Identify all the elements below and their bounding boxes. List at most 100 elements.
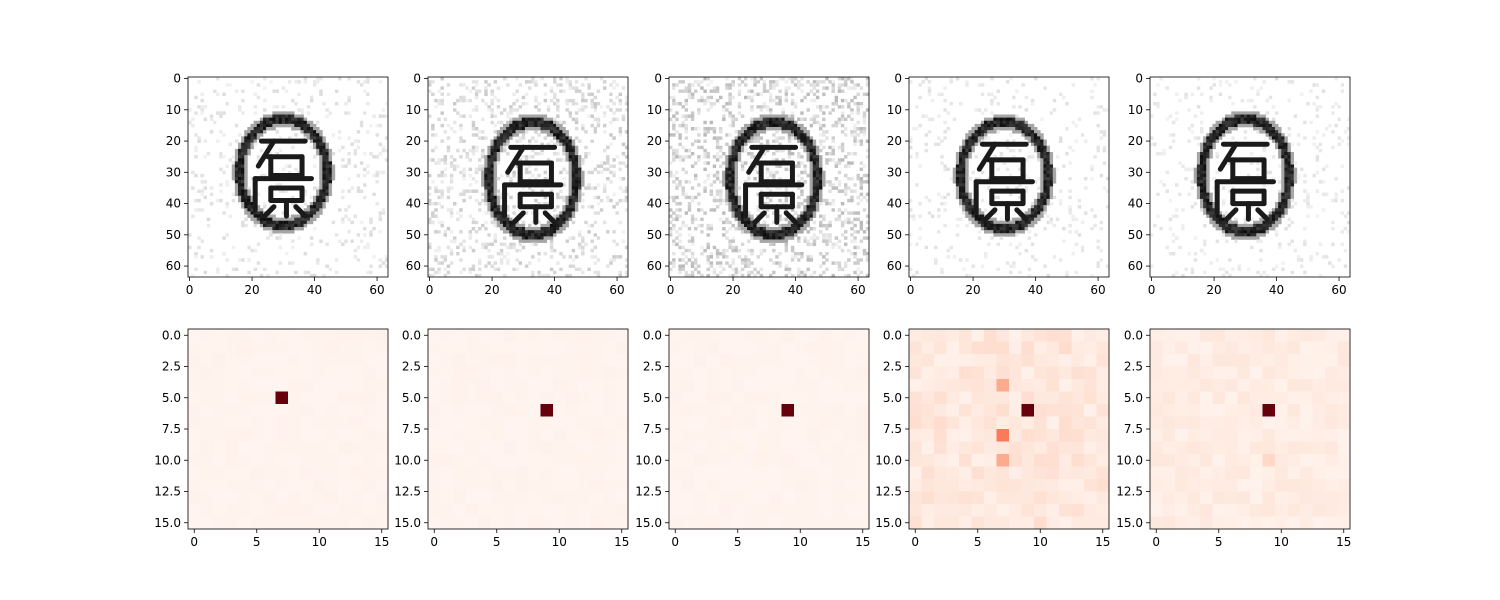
heatmap-cell — [213, 491, 226, 505]
heatmap-cell — [1275, 354, 1288, 367]
heatmap-cell — [578, 416, 591, 430]
heatmap-cell — [1009, 404, 1022, 417]
heatmap-cell — [781, 329, 795, 342]
heatmap-cell — [996, 479, 1010, 492]
heatmap-cell — [225, 416, 239, 430]
heatmap-cell — [603, 341, 616, 355]
heatmap-cell — [744, 391, 757, 405]
heatmap-cell — [844, 466, 857, 480]
heatmap-cell — [363, 516, 376, 530]
heatmap-cell — [831, 454, 845, 467]
heatmap-cell — [590, 429, 604, 442]
heatmap-cell — [1250, 441, 1263, 455]
heatmap-cell — [578, 441, 591, 455]
heatmap-cell — [1059, 504, 1072, 517]
heatmap-cell — [921, 441, 935, 455]
heatmap-cell — [1071, 429, 1085, 442]
heatmap-cell — [706, 504, 720, 517]
heatmap-cell — [1275, 329, 1288, 342]
heatmap-cell — [1187, 429, 1201, 442]
heatmap-2-y-tick-label: 15.0 — [394, 516, 421, 530]
heatmap-5-x-tick-label: 5 — [1215, 535, 1223, 549]
heatmap-cell — [1200, 479, 1213, 492]
heatmap-cell — [831, 379, 845, 392]
heatmap-cell — [188, 366, 201, 380]
heatmap-cell — [300, 379, 314, 392]
heatmap-cell — [819, 366, 832, 380]
heatmap-cell — [375, 366, 389, 380]
heatmap-cell — [1287, 366, 1301, 380]
heatmap-cell — [1312, 454, 1326, 467]
heatmap-cell — [1312, 466, 1326, 480]
heatmap-cell — [515, 379, 529, 392]
heatmap-cell — [263, 341, 276, 355]
stamp-5-frame — [1149, 76, 1351, 278]
heatmap-cell — [1046, 504, 1060, 517]
heatmap-cell — [1084, 516, 1097, 530]
heatmap-cell — [844, 341, 857, 355]
heatmap-cell — [694, 354, 707, 367]
heatmap-cell — [428, 379, 441, 392]
heatmap-cell — [934, 504, 947, 517]
heatmap-cell — [238, 341, 251, 355]
heatmap-cell — [1034, 429, 1047, 442]
heatmap-cell — [731, 329, 745, 342]
heatmap-cell — [681, 329, 695, 342]
stamp-panel-5: 0 20 40 60 0 10 20 30 40 50 60 — [1128, 72, 1351, 297]
heatmap-cell — [590, 516, 604, 530]
heatmap-cell — [275, 404, 289, 417]
heatmap-cell — [553, 479, 566, 492]
heatmap-cell — [428, 504, 441, 517]
heatmap-cell — [719, 479, 732, 492]
heatmap-5-x-tick-label: 0 — [1152, 535, 1160, 549]
heatmap-cell — [706, 454, 720, 467]
heatmap-cell — [1225, 329, 1238, 342]
stamp-3-y-tick-label: 20 — [647, 134, 662, 148]
heatmap-cell — [313, 354, 326, 367]
heatmap-cell — [1237, 341, 1251, 355]
heatmap-cell — [250, 341, 264, 355]
heatmap-5-y-tick-label: 15.0 — [1116, 516, 1143, 530]
heatmap-cell — [1300, 354, 1313, 367]
heatmap-cell — [1250, 354, 1263, 367]
heatmap-cell — [706, 379, 720, 392]
heatmap-cell — [1021, 466, 1035, 480]
heatmap-cell — [921, 341, 935, 355]
heatmap-cell — [844, 516, 857, 530]
heatmap-cell — [615, 404, 629, 417]
heatmap-cell — [1225, 404, 1238, 417]
heatmap-cell — [959, 491, 972, 505]
heatmap-cell — [503, 441, 516, 455]
heatmap-4-y-tick-label: 2.5 — [883, 360, 902, 374]
heatmap-cell — [669, 416, 682, 430]
stamp-3-y-tick-label: 30 — [647, 165, 662, 179]
heatmap-cell — [540, 441, 554, 455]
heatmap-cell — [921, 404, 935, 417]
heatmap-cell — [225, 504, 239, 517]
heatmap-cell — [238, 454, 251, 467]
heatmap-cell — [1150, 504, 1163, 517]
heatmap-cell — [1212, 391, 1226, 405]
heatmap-cell — [946, 341, 960, 355]
heatmap-cell — [719, 491, 732, 505]
heatmap-cell — [959, 391, 972, 405]
heatmap-cell — [515, 366, 529, 380]
heatmap-4-y-tick-label: 10.0 — [875, 453, 902, 467]
heatmap-cell — [1325, 504, 1338, 517]
heatmap-cell — [188, 466, 201, 480]
heatmap-cell — [996, 491, 1010, 505]
heatmap-cell — [338, 416, 351, 430]
heatmap-cell — [1325, 379, 1338, 392]
heatmap-cell — [844, 354, 857, 367]
heatmap-cell — [909, 391, 922, 405]
stamp-5-y-tick-label: 0 — [1135, 72, 1143, 86]
heatmap-cell — [694, 441, 707, 455]
stamp-2-y-tick-label: 0 — [413, 72, 421, 86]
heatmap-cell — [1312, 441, 1326, 455]
heatmap-cell — [200, 366, 214, 380]
heatmap-cell — [1225, 379, 1238, 392]
heatmap-cell — [453, 504, 466, 517]
heatmap-cell — [934, 391, 947, 405]
heatmap-cell — [300, 329, 314, 342]
heatmap-cell — [959, 454, 972, 467]
